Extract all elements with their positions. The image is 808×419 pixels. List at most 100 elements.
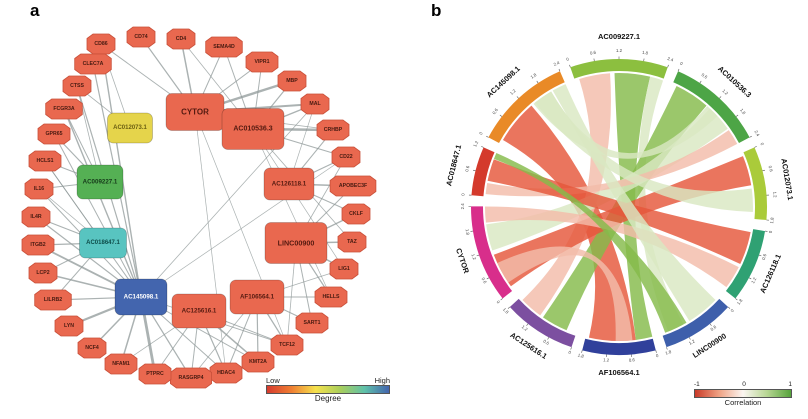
axis-tick bbox=[735, 114, 739, 117]
segment-arc bbox=[509, 298, 576, 348]
axis-tick-label: 0 bbox=[759, 142, 765, 147]
axis-tick bbox=[581, 350, 583, 353]
gene-node-HELLS: HELLS bbox=[314, 286, 348, 308]
correlation-gradient-bar bbox=[694, 389, 792, 398]
gene-node-IL4R: IL4R bbox=[21, 206, 51, 228]
gene-label: HELLS bbox=[322, 294, 340, 300]
edge-AC145098.1-FCGR3A bbox=[63, 108, 142, 298]
axis-tick-label: 0.6 bbox=[629, 357, 636, 363]
axis-tick bbox=[570, 347, 572, 350]
axis-tick-label: 0.6 bbox=[542, 339, 550, 347]
axis-tick bbox=[699, 80, 702, 84]
hub-label: AC009227.1 bbox=[83, 179, 118, 186]
hub-rect bbox=[263, 167, 315, 201]
axis-tick-label: 1.8 bbox=[577, 353, 585, 359]
gene-octagon bbox=[331, 146, 361, 168]
axis-tick-label: 1.2 bbox=[750, 276, 758, 284]
gene-node-KMT2A: KMT2A bbox=[241, 351, 275, 373]
gene-octagon bbox=[21, 234, 55, 256]
hub-node-AC018647.1: AC018647.1 bbox=[79, 227, 127, 259]
hub-rect bbox=[221, 108, 285, 150]
segment-label: CYTOR bbox=[454, 247, 471, 275]
axis-tick-label: 1.2 bbox=[772, 191, 778, 198]
ribbon-AC145098.1-AF106564.1 bbox=[502, 105, 636, 342]
chord-segment-AF106564.1: 0 0.6 1.2 1.8 AF106564.1 bbox=[577, 338, 660, 377]
degree-legend-title: Degree bbox=[314, 394, 342, 403]
gene-label: SEMA4D bbox=[213, 44, 235, 50]
axis-tick bbox=[476, 254, 480, 257]
hub-label: AC018647.1 bbox=[86, 240, 120, 246]
hub-node-LINC00900: LINC00900 bbox=[264, 222, 328, 264]
gene-octagon bbox=[300, 93, 330, 115]
correlation-legend-title: Correlation bbox=[724, 398, 762, 407]
gene-octagon bbox=[34, 289, 72, 311]
hub-rect bbox=[114, 278, 168, 316]
ribbon-AC126118.1-CYTOR bbox=[485, 206, 739, 288]
degree-legend-ends: Low High bbox=[266, 376, 390, 385]
gene-node-MAL: MAL bbox=[300, 93, 330, 115]
segment-label: AC125616.1 bbox=[508, 330, 548, 361]
axis-tick bbox=[472, 169, 476, 172]
axis-tick-label: 1.2 bbox=[509, 88, 517, 96]
gene-node-IL16: IL16 bbox=[24, 178, 54, 200]
gene-node-CD86: CD86 bbox=[86, 33, 116, 55]
gene-label: CD22 bbox=[339, 154, 352, 160]
axis-tick bbox=[499, 114, 503, 117]
gene-label: CTSS bbox=[70, 83, 84, 89]
gene-octagon bbox=[245, 51, 279, 73]
segment-label: AC012073.1 bbox=[779, 158, 795, 201]
axis-tick bbox=[758, 254, 762, 257]
gene-label: GPR65 bbox=[45, 131, 62, 137]
segment-arc bbox=[725, 229, 766, 299]
segment-label: LINC00900 bbox=[691, 331, 728, 359]
hub-node-AC009227.1: AC009227.1 bbox=[76, 164, 124, 200]
ribbon-AC145098.1-AC010536.3 bbox=[533, 91, 718, 159]
ribbon-AF106564.1-CYTOR bbox=[497, 246, 633, 341]
gene-label: NFAM1 bbox=[112, 361, 130, 367]
gene-label: TCF12 bbox=[279, 342, 295, 348]
gene-label: SART1 bbox=[303, 320, 320, 326]
degree-high-label: High bbox=[374, 376, 390, 385]
axis-tick bbox=[719, 96, 722, 99]
gene-node-CD74: CD74 bbox=[126, 26, 156, 48]
gene-label: LILRB2 bbox=[44, 297, 62, 303]
gene-octagon bbox=[28, 262, 58, 284]
gene-label: IL16 bbox=[34, 186, 44, 192]
axis-tick-label: 2.4 bbox=[667, 56, 675, 63]
gene-octagon bbox=[241, 351, 275, 373]
segment-arc bbox=[488, 71, 565, 143]
gene-label: CRHBP bbox=[324, 127, 343, 133]
gene-label: HCLS1 bbox=[36, 158, 53, 164]
gene-octagon bbox=[77, 337, 107, 359]
panel-a-label: a bbox=[30, 1, 40, 20]
gene-label: CLEC7A bbox=[83, 61, 104, 67]
gene-node-RASGRP4: RASGRP4 bbox=[169, 367, 213, 389]
gene-label: CD4 bbox=[176, 36, 186, 42]
gene-octagon bbox=[86, 33, 116, 55]
gene-node-TCF12: TCF12 bbox=[270, 334, 304, 356]
chord-segment-AC009227.1: 0 0.6 1.2 1.8 2.4 AC009227.1 bbox=[566, 32, 675, 79]
gene-node-CD22: CD22 bbox=[331, 146, 361, 168]
gene-node-HDAC4: HDAC4 bbox=[209, 362, 243, 384]
axis-tick bbox=[516, 96, 519, 99]
ribbon-LINC00900-AC018647.1 bbox=[493, 153, 687, 333]
correlation-tick-one: 1 bbox=[788, 381, 792, 388]
gene-node-CTSS: CTSS bbox=[62, 75, 92, 97]
axis-tick bbox=[688, 337, 691, 340]
axis-tick bbox=[735, 298, 738, 301]
gene-label: TAZ bbox=[347, 239, 358, 245]
axis-tick bbox=[667, 64, 669, 68]
segment-arc bbox=[662, 298, 729, 348]
gene-node-MBP: MBP bbox=[277, 70, 307, 92]
hub-label: AC010536.3 bbox=[233, 126, 272, 133]
gene-octagon bbox=[54, 315, 84, 337]
gene-octagon bbox=[21, 206, 51, 228]
gene-node-NCF4: NCF4 bbox=[77, 337, 107, 359]
axis-tick-label: 0 bbox=[679, 61, 684, 67]
segment-arc bbox=[471, 147, 495, 197]
axis-tick-label: 1.8 bbox=[530, 72, 538, 80]
gene-label: ITGB2 bbox=[30, 242, 45, 248]
axis-tick-label: 0 bbox=[566, 56, 570, 62]
axis-tick bbox=[754, 146, 757, 148]
